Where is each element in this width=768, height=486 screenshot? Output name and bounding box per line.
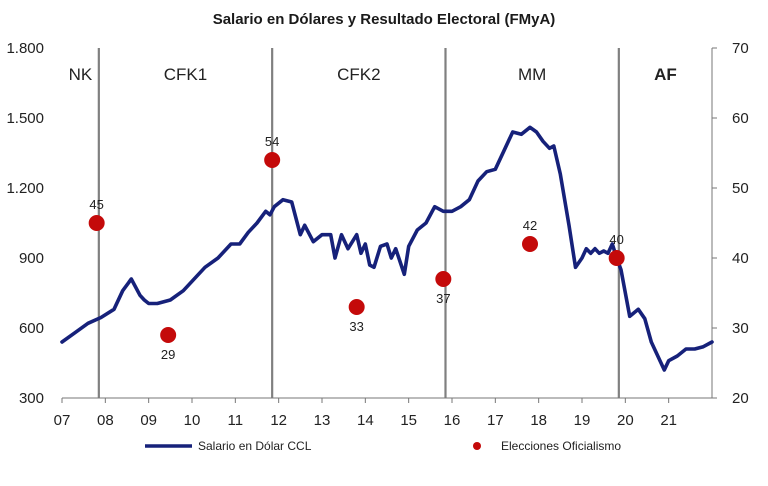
election-point	[348, 299, 365, 315]
x-tick-label: 12	[270, 412, 287, 429]
y-left-tick-label: 1.200	[6, 180, 44, 197]
y-left-tick-label: 1.800	[6, 40, 44, 57]
election-data-label: 45	[89, 197, 103, 212]
election-point	[264, 152, 281, 168]
y-right-tick-label: 60	[732, 110, 749, 127]
period-label: MM	[518, 65, 546, 84]
x-tick-label: 16	[444, 412, 461, 429]
y-right-tick-label: 30	[732, 320, 749, 337]
y-left-tick-label: 300	[19, 390, 44, 407]
x-tick-label: 20	[617, 412, 634, 429]
election-data-label: 42	[523, 218, 537, 233]
x-tick-label: 09	[140, 412, 157, 429]
period-dividers	[97, 48, 620, 398]
x-tick-label: 11	[228, 412, 244, 429]
y-left-tick-labels: 1.800 1.500 1.200 900 600 300	[6, 40, 44, 407]
x-tick-label: 17	[487, 412, 504, 429]
election-point	[608, 250, 625, 266]
x-tick-label: 14	[357, 412, 374, 429]
election-data-label: 54	[265, 134, 279, 149]
period-label: CFK1	[164, 65, 207, 84]
salary-line	[60, 125, 714, 372]
legend-label-elections: Elecciones Oficialismo	[501, 439, 621, 453]
y-right-tick-label: 20	[732, 390, 749, 407]
election-data-label: 40	[609, 232, 623, 247]
x-tick-label: 21	[660, 412, 677, 429]
chart-title: Salario en Dólares y Resultado Electoral…	[213, 11, 556, 28]
series-lines	[60, 125, 714, 372]
y-right-tick-label: 40	[732, 250, 749, 267]
legend: Salario en Dólar CCL Elecciones Oficialis…	[145, 439, 621, 453]
legend-label-salary: Salario en Dólar CCL	[198, 439, 312, 453]
legend-marker-swatch	[473, 442, 481, 450]
election-point	[435, 271, 452, 287]
x-tick-label: 08	[97, 412, 114, 429]
y-left-tick-label: 900	[19, 250, 44, 267]
x-tick-label: 18	[530, 412, 547, 429]
y-left-tick-label: 1.500	[6, 110, 44, 127]
period-label: AF	[654, 65, 677, 84]
x-tick-labels: 07 08 09 10 11 12 13 14 15 16 17 18 19 20 21	[54, 398, 677, 429]
election-data-label: 37	[436, 291, 450, 306]
period-labels: NK CFK1 CFK2 MM AF	[69, 65, 677, 84]
election-point	[522, 236, 538, 252]
election-points: 45 29 54 33 37 42 40	[88, 134, 625, 362]
x-tick-label: 13	[314, 412, 331, 429]
y-right-tick-labels: 70 60 50 40 30 20	[712, 40, 749, 407]
x-tick-label: 07	[54, 412, 71, 429]
y-left-tick-label: 600	[19, 320, 44, 337]
axes	[62, 48, 713, 399]
x-tick-label: 15	[400, 412, 417, 429]
election-data-label: 29	[161, 347, 175, 362]
x-tick-label: 19	[574, 412, 591, 429]
x-tick-label: 10	[184, 412, 201, 429]
y-right-tick-label: 50	[732, 180, 749, 197]
period-label: NK	[69, 65, 93, 84]
election-point	[160, 327, 177, 343]
y-right-tick-label: 70	[732, 40, 749, 57]
election-point	[88, 215, 105, 231]
period-label: CFK2	[337, 65, 380, 84]
election-data-label: 33	[349, 319, 363, 334]
